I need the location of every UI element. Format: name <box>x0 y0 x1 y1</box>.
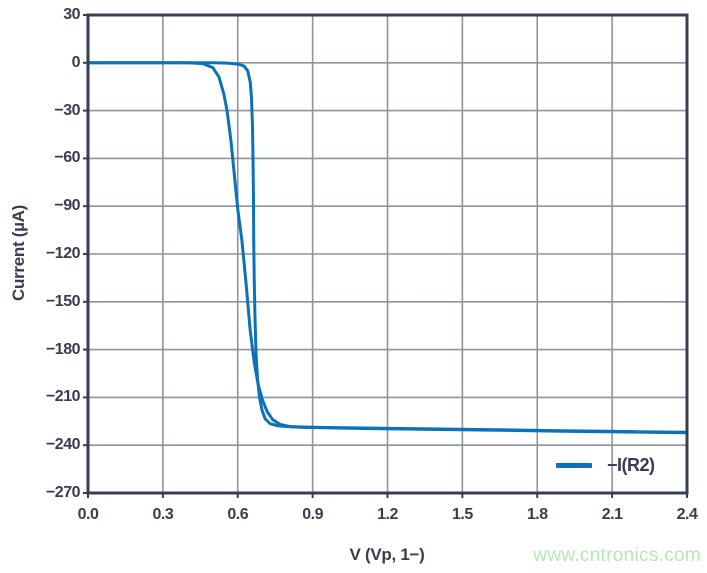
x-tick-label: 1.2 <box>377 506 398 523</box>
y-tick-label: −60 <box>54 149 80 167</box>
x-tick-label: 0.9 <box>302 506 323 523</box>
curve-series <box>86 61 689 434</box>
x-tick-label: 0.6 <box>227 506 249 523</box>
x-tick-label: 1.8 <box>526 506 548 523</box>
y-tick-label: 30 <box>63 6 80 23</box>
legend-label: −I(R2) <box>607 455 655 475</box>
watermark: www.cntronics.com <box>533 545 701 566</box>
x-tick-label: 0.0 <box>77 506 99 523</box>
y-tick-label: −150 <box>45 292 81 310</box>
y-tick-label: −120 <box>45 245 81 262</box>
legend-swatch <box>556 463 592 468</box>
y-tick-label: 0 <box>71 53 81 71</box>
y-tick-label: −270 <box>45 484 81 501</box>
x-tick-label: 0.3 <box>152 506 174 523</box>
legend: −I(R2) <box>556 455 655 476</box>
y-tick-label: −90 <box>54 197 80 215</box>
plot-border <box>86 13 689 495</box>
y-axis-label: Current (µA) <box>9 205 28 301</box>
y-tick-label: −210 <box>45 388 81 406</box>
y-tick-label: −180 <box>45 340 81 358</box>
x-axis-label: V (Vp, 1−) <box>349 545 425 564</box>
y-tick-label: −30 <box>54 101 80 119</box>
x-tick-label: 1.5 <box>452 506 473 523</box>
y-tick-label: −240 <box>45 436 81 454</box>
x-tick-label: 2.1 <box>601 506 623 523</box>
x-tick-label: 2.4 <box>676 506 698 523</box>
